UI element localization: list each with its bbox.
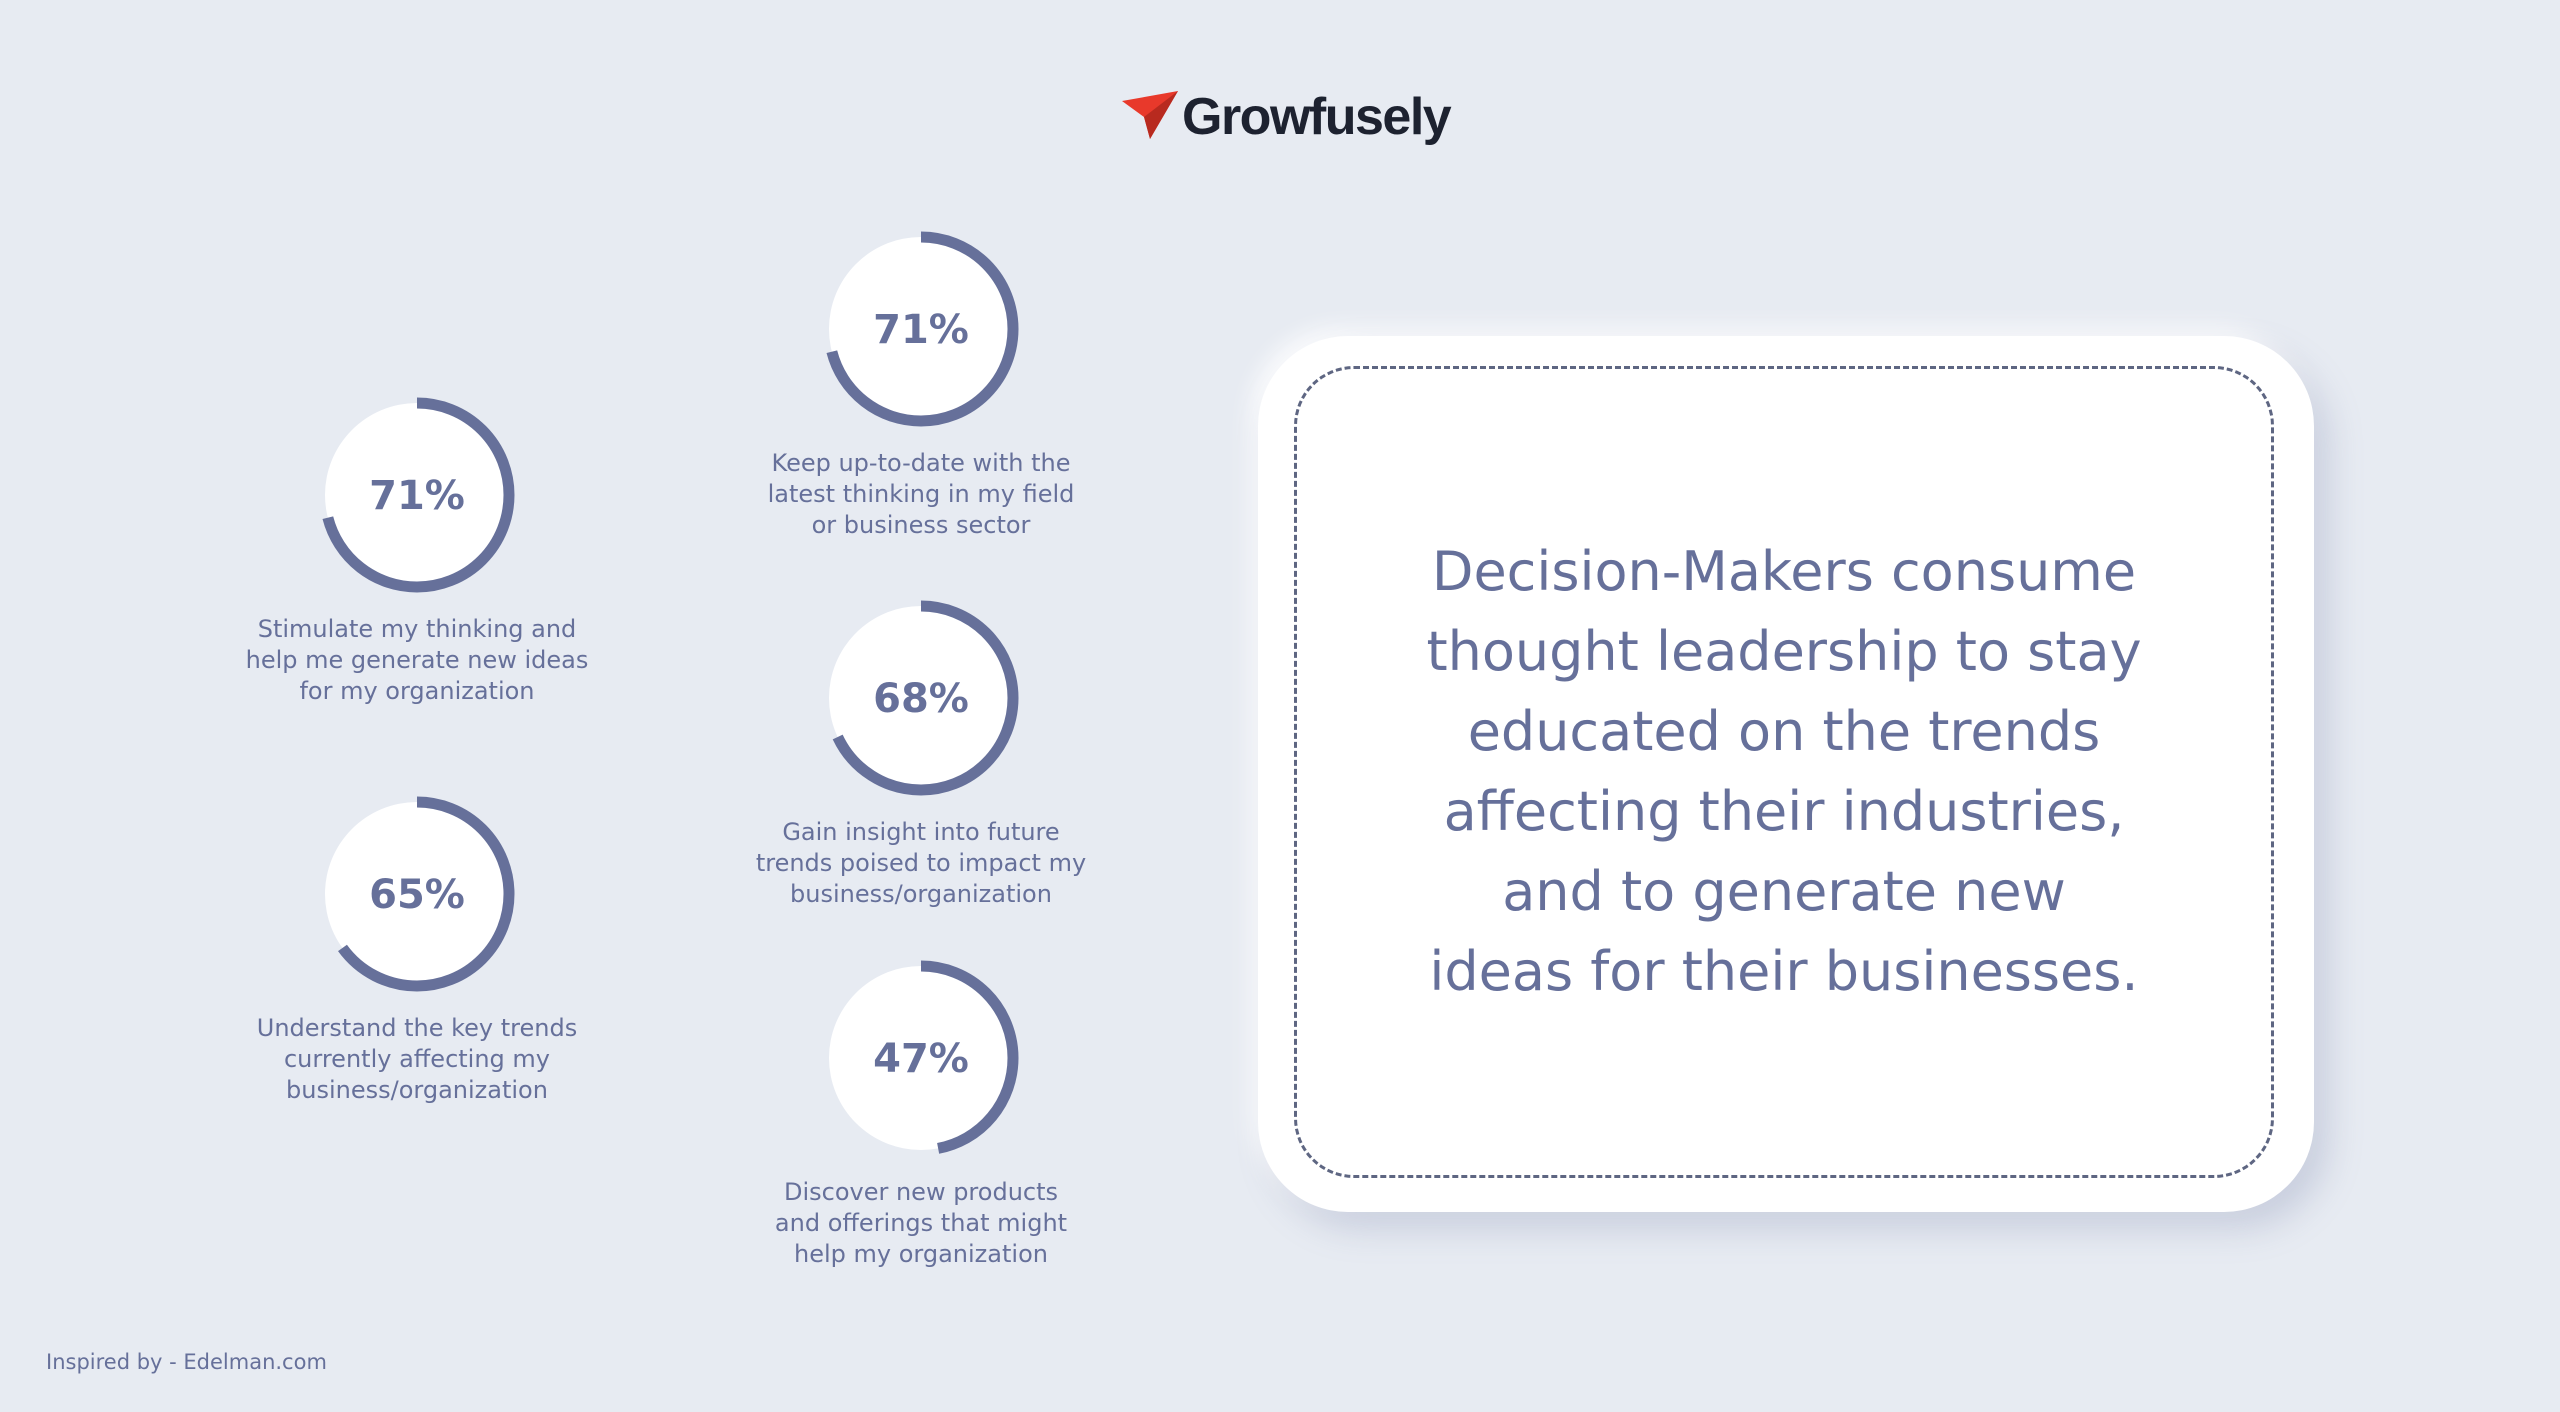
donut-chart: 71% bbox=[319, 397, 515, 593]
donut-value-label: 71% bbox=[369, 473, 465, 519]
stat-card: 65% Understand the key trends currently … bbox=[227, 789, 607, 1106]
donut-arc bbox=[823, 600, 1019, 796]
donut-value-label: 65% bbox=[369, 872, 465, 918]
brand-name: Growfusely bbox=[1182, 88, 1452, 146]
donut-background bbox=[829, 237, 1013, 421]
donut-arc bbox=[319, 796, 515, 992]
source-credit: Inspired by - Edelman.com bbox=[46, 1350, 327, 1374]
donut-chart: 65% bbox=[319, 796, 515, 992]
stat-caption: Discover new products and offerings that… bbox=[774, 1178, 1068, 1268]
donut-value-label: 68% bbox=[873, 676, 969, 722]
stat-card: 47% Discover new products and offerings … bbox=[731, 953, 1111, 1270]
stat-card: 68% Gain insight into future trends pois… bbox=[731, 593, 1111, 910]
callout-text: Decision-Makers consume thought leadersh… bbox=[1426, 540, 2142, 1003]
donut-arc bbox=[823, 960, 1019, 1156]
stat-caption: Gain insight into future trends poised t… bbox=[755, 818, 1087, 908]
donut-background bbox=[325, 403, 509, 587]
donut-value-label: 71% bbox=[873, 307, 969, 353]
donut-chart: 71% bbox=[823, 231, 1019, 427]
donut-background bbox=[325, 802, 509, 986]
donut-chart: 68% bbox=[823, 600, 1019, 796]
donut-value-label: 47% bbox=[873, 1036, 969, 1082]
stat-card: 71% Stimulate my thinking and help me ge… bbox=[227, 390, 607, 707]
donut-chart: 47% bbox=[823, 960, 1019, 1156]
donut-background bbox=[829, 966, 1013, 1150]
donut-arc bbox=[319, 397, 515, 593]
donut-background bbox=[829, 606, 1013, 790]
donut-arc bbox=[823, 231, 1019, 427]
brand-logo: Growfusely bbox=[1120, 82, 1452, 152]
callout-dashed-border: Decision-Makers consume thought leadersh… bbox=[1294, 366, 2274, 1178]
paper-plane-icon bbox=[1122, 91, 1178, 139]
stat-caption: Understand the key trends currently affe… bbox=[256, 1014, 578, 1104]
stat-caption: Keep up-to-date with the latest thinking… bbox=[767, 449, 1075, 539]
stat-card: 71% Keep up-to-date with the latest thin… bbox=[731, 224, 1111, 541]
callout-card: Decision-Makers consume thought leadersh… bbox=[1258, 336, 2314, 1212]
stat-caption: Stimulate my thinking and help me genera… bbox=[245, 615, 589, 705]
